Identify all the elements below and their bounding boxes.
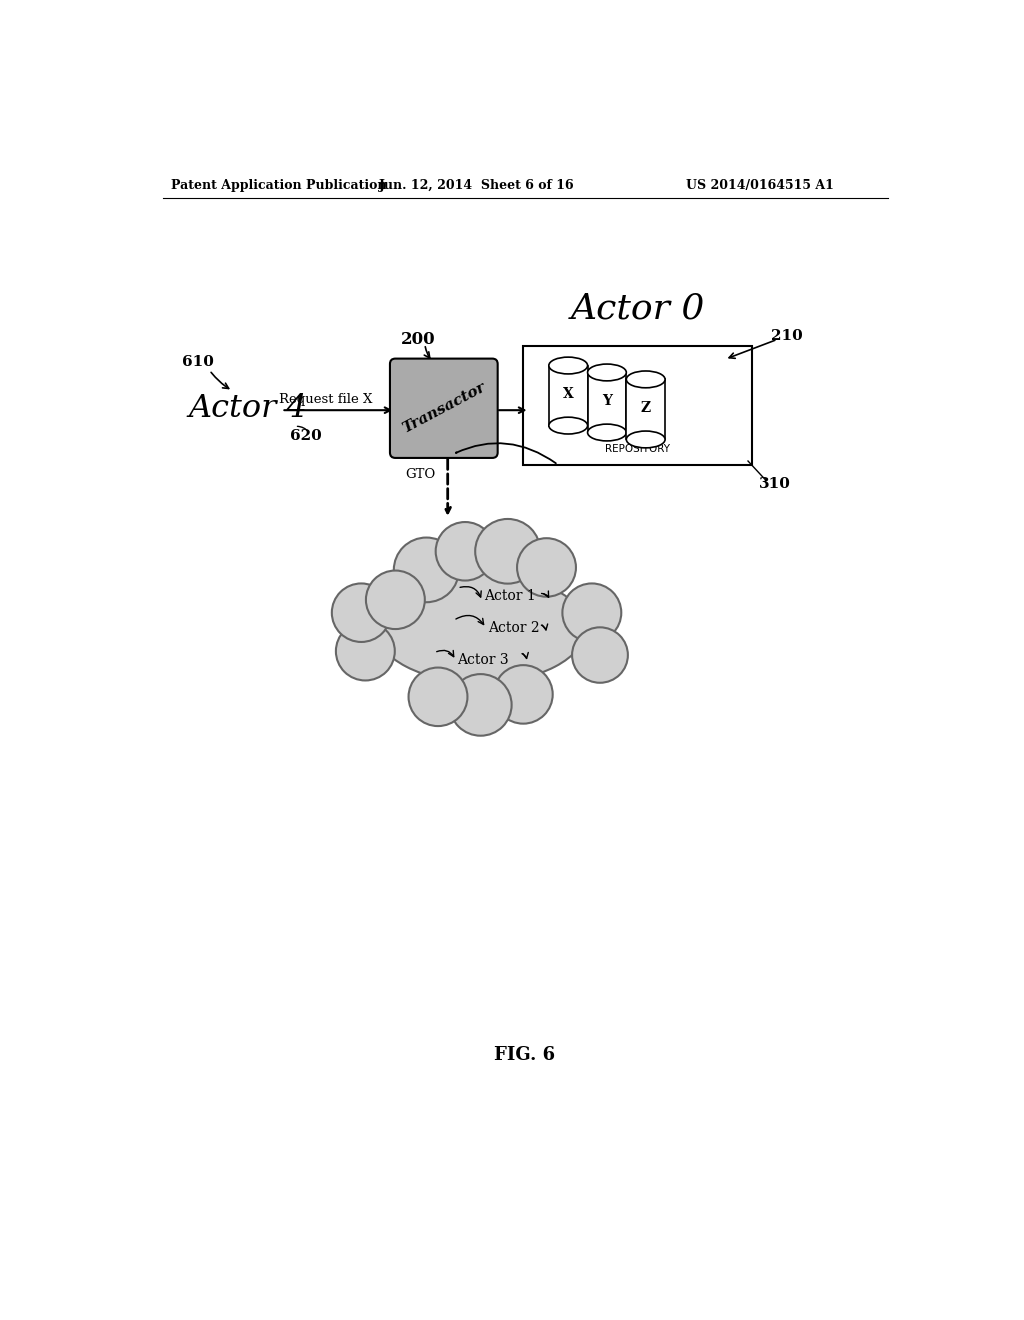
Text: Y: Y [602, 393, 612, 408]
Bar [627, 379, 665, 440]
Text: 200: 200 [401, 331, 436, 348]
Circle shape [409, 668, 467, 726]
Circle shape [494, 665, 553, 723]
Text: Actor 3: Actor 3 [458, 653, 509, 668]
Circle shape [332, 583, 391, 642]
Text: Actor 4: Actor 4 [188, 393, 307, 424]
Text: Jun. 12, 2014  Sheet 6 of 16: Jun. 12, 2014 Sheet 6 of 16 [379, 178, 574, 191]
FancyArrowPatch shape [456, 615, 483, 624]
Text: 310: 310 [759, 477, 792, 491]
Circle shape [517, 539, 575, 597]
Circle shape [475, 519, 541, 583]
FancyArrowPatch shape [542, 591, 549, 597]
Text: 610: 610 [182, 355, 214, 370]
Circle shape [336, 622, 395, 681]
Bar [588, 372, 627, 433]
Bar [549, 366, 588, 425]
Text: Transactor: Transactor [399, 380, 487, 436]
Text: FIG. 6: FIG. 6 [495, 1047, 555, 1064]
FancyArrowPatch shape [460, 586, 481, 597]
Text: Actor 2: Actor 2 [488, 622, 540, 635]
Text: GTO: GTO [406, 467, 435, 480]
Text: REPOSITORY: REPOSITORY [605, 445, 670, 454]
Bar [523, 346, 752, 465]
Text: X: X [563, 387, 573, 401]
FancyArrowPatch shape [436, 651, 454, 656]
Ellipse shape [588, 424, 627, 441]
Text: 620: 620 [291, 429, 323, 442]
Text: 210: 210 [771, 329, 803, 342]
Text: US 2014/0164515 A1: US 2014/0164515 A1 [686, 178, 834, 191]
FancyBboxPatch shape [390, 359, 498, 458]
Text: Actor 1: Actor 1 [484, 589, 537, 603]
FancyArrowPatch shape [522, 652, 528, 659]
Ellipse shape [376, 573, 586, 682]
Text: Patent Application Publication: Patent Application Publication [171, 178, 386, 191]
Circle shape [435, 521, 495, 581]
FancyArrowPatch shape [542, 624, 548, 630]
Circle shape [572, 627, 628, 682]
FancyArrowPatch shape [456, 444, 556, 463]
Ellipse shape [627, 371, 665, 388]
Circle shape [450, 675, 512, 735]
Ellipse shape [627, 432, 665, 447]
Circle shape [562, 583, 622, 642]
Circle shape [394, 537, 459, 602]
Ellipse shape [549, 358, 588, 374]
Ellipse shape [549, 417, 588, 434]
Circle shape [366, 570, 425, 630]
Text: Request file X: Request file X [279, 393, 373, 407]
Ellipse shape [588, 364, 627, 381]
Text: Z: Z [641, 401, 651, 414]
Text: Actor 0: Actor 0 [570, 292, 705, 326]
